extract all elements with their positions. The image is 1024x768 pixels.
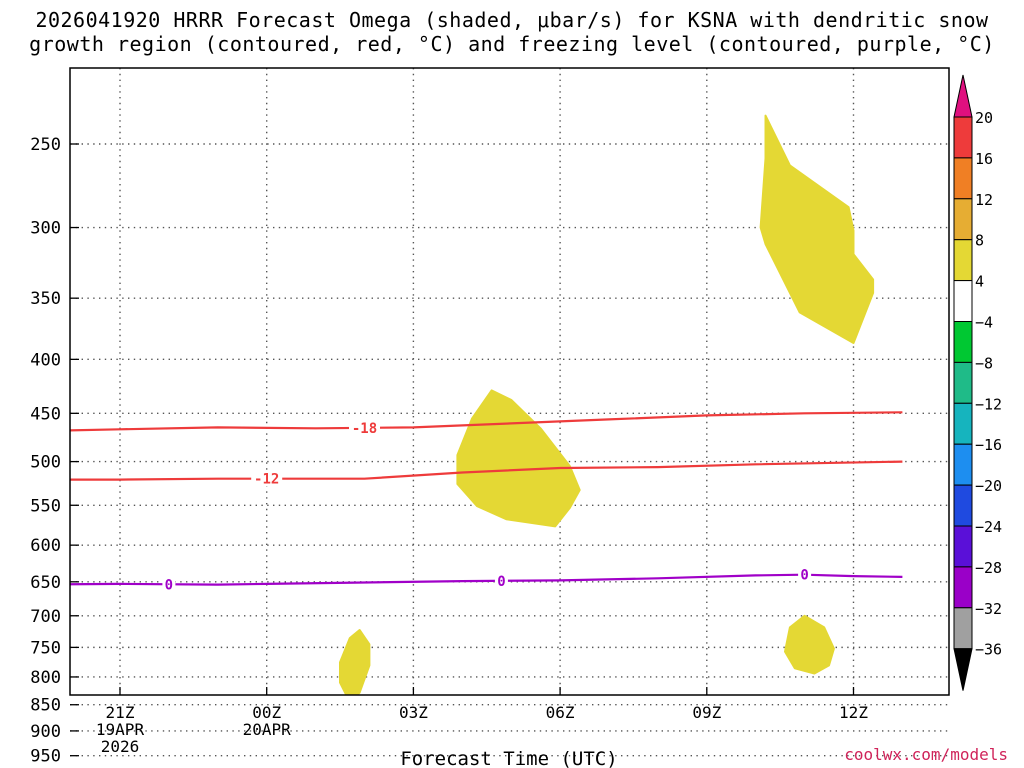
y-tick-label: 250 xyxy=(30,135,61,155)
omega-region xyxy=(339,629,371,695)
colorbar-label: −20 xyxy=(975,477,1002,495)
colorbar-top-arrow xyxy=(953,74,973,118)
colorbar-segment xyxy=(953,443,973,486)
contours: -18 -12 0 0 0 xyxy=(70,411,903,593)
colorbar-segment xyxy=(953,525,973,568)
x-tick-label: 21Z xyxy=(106,703,135,722)
contour-label-bg xyxy=(349,419,380,436)
colorbar-label: −28 xyxy=(975,559,1002,577)
colorbar-label: −4 xyxy=(975,314,993,332)
contour-label: -18 xyxy=(352,421,377,437)
contour-label-bg xyxy=(494,572,508,589)
colorbar-segment xyxy=(953,116,973,159)
y-tick-label: 600 xyxy=(30,536,61,556)
y-tick-label: 650 xyxy=(30,573,61,593)
x-tick-label: 03Z xyxy=(399,703,428,722)
colorbar-label: −24 xyxy=(975,518,1002,536)
x-tick-label: 06Z xyxy=(546,703,575,722)
grid xyxy=(70,68,949,757)
colorbar-segment xyxy=(953,157,973,200)
x-tick-label: 2026 xyxy=(101,737,140,756)
colorbar: 20 16 12 8 4 −4 −8 −12 −16 −20 −24 −28 −32 −36 xyxy=(953,74,1002,691)
colorbar-label: 4 xyxy=(975,273,984,291)
colorbar-label: −16 xyxy=(975,436,1002,454)
colorbar-segment xyxy=(953,566,973,609)
colorbar-bottom-arrow xyxy=(953,648,973,691)
colorbar-label: 20 xyxy=(975,109,993,127)
omega-region xyxy=(784,614,835,675)
omega-region xyxy=(759,114,875,344)
x-tick-label: 12Z xyxy=(839,703,868,722)
chart-title-line-1: 2026041920 HRRR Forecast Omega (shaded, … xyxy=(35,8,989,32)
x-axis-label: Forecast Time (UTC) xyxy=(400,748,617,768)
chart-title-line-2: growth region (contoured, red, °C) and f… xyxy=(29,32,995,56)
colorbar-segment xyxy=(953,239,973,282)
y-tick-label: 500 xyxy=(30,453,61,473)
y-axis: 250 300 350 400 450 500 550 600 650 700 750 800 850 9… xyxy=(30,135,79,767)
contour-line xyxy=(70,573,903,586)
y-tick-label: 850 xyxy=(30,696,61,716)
plot-frame xyxy=(69,67,950,696)
x-tick-label: 19APR xyxy=(96,720,145,739)
colorbar-segment xyxy=(953,321,973,363)
colorbar-label: −32 xyxy=(975,600,1002,618)
contour-label-bg xyxy=(162,576,176,593)
colorbar-label: −36 xyxy=(975,641,1002,659)
y-tick-label: 400 xyxy=(30,350,61,370)
colorbar-segment xyxy=(953,402,973,445)
y-tick-label: 300 xyxy=(30,219,61,239)
contour-label: 0 xyxy=(497,574,505,590)
contour-label: 0 xyxy=(165,577,173,593)
y-tick-label: 750 xyxy=(30,638,61,658)
y-tick-label: 700 xyxy=(30,607,61,627)
colorbar-label: 12 xyxy=(975,191,993,209)
contour-label: 0 xyxy=(800,568,808,584)
colorbar-segment xyxy=(953,361,973,404)
colorbar-segment xyxy=(953,484,973,527)
colorbar-label: −12 xyxy=(975,395,1002,413)
x-tick-label: 00Z xyxy=(252,703,281,722)
contour-label-bg xyxy=(798,566,812,583)
plot-area xyxy=(70,68,949,695)
contour-label: -12 xyxy=(254,472,279,488)
site-credit: coolwx.com/models xyxy=(844,745,1008,764)
y-tick-label: 350 xyxy=(30,289,61,309)
colorbar-segment xyxy=(953,607,973,650)
contour-label-bg xyxy=(251,470,283,487)
colorbar-label: 16 xyxy=(975,150,993,168)
colorbar-label: 8 xyxy=(975,232,984,250)
x-tick-label: 20APR xyxy=(243,720,292,739)
colorbar-segment xyxy=(953,198,973,241)
contour-line xyxy=(70,411,903,432)
contour-line xyxy=(70,460,903,481)
y-tick-label: 950 xyxy=(30,747,61,767)
y-tick-label: 550 xyxy=(30,496,61,516)
colorbar-label: −8 xyxy=(975,354,993,372)
y-tick-label: 800 xyxy=(30,668,61,688)
x-tick-label: 09Z xyxy=(692,703,721,722)
colorbar-segment xyxy=(953,280,973,323)
y-tick-label: 450 xyxy=(30,404,61,424)
y-tick-label: 900 xyxy=(30,722,61,742)
